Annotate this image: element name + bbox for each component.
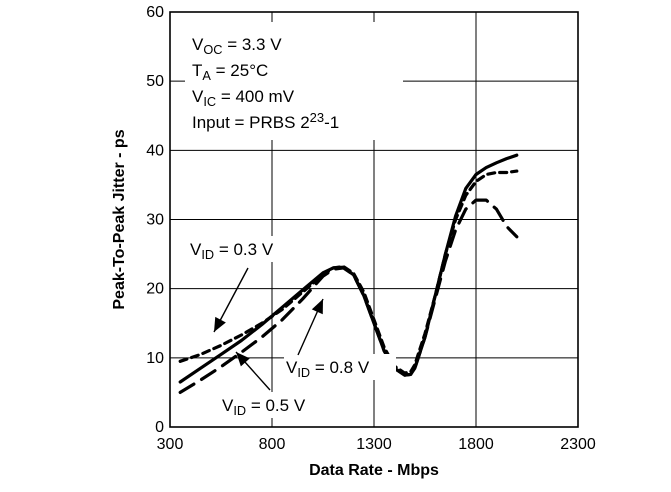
x-tick-label: 2300 [560,436,596,453]
condition-line: TA = 25°C [192,61,268,83]
y-tick-label: 10 [146,350,164,367]
y-axis-label: Peak-To-Peak Jitter - ps [111,129,128,309]
arrow-vid-03-head [214,316,226,332]
x-axis-label: Data Rate - Mbps [309,462,439,479]
x-tick-label: 1300 [356,436,392,453]
condition-line: VIC = 400 mV [192,87,295,109]
y-tick-label: 0 [155,419,164,436]
y-tick-label: 50 [146,73,164,90]
y-tick-label: 40 [146,142,164,159]
arrow-vid-08-head [311,299,323,315]
plot-border [169,11,579,428]
y-tick-label: 30 [146,212,164,229]
x-tick-label: 800 [259,436,286,453]
annotations: VID = 0.3 V VID = 0.5 V VID = 0.8 V [188,236,396,418]
series-label-background [220,392,332,418]
series-label-2: VID = 0.5 V [222,396,306,418]
series-label-background [284,354,396,380]
y-tick-label: 60 [146,4,164,21]
series-label-1: VID = 0.3 V [190,240,274,262]
series-label-background [188,236,300,262]
condition-line: VOC = 3.3 V [192,35,282,57]
conditions-background [185,22,403,140]
tick-labels: 300 800 1300 1800 2300 0 10 20 30 40 50 60 [146,4,596,453]
series-label-3: VID = 0.8 V [286,358,370,380]
condition-line: Input = PRBS 223-1 [192,110,339,132]
x-tick-label: 1800 [458,436,494,453]
y-tick-label: 20 [146,281,164,298]
x-tick-label: 300 [157,436,184,453]
arrow-vid-05-head [236,352,250,367]
